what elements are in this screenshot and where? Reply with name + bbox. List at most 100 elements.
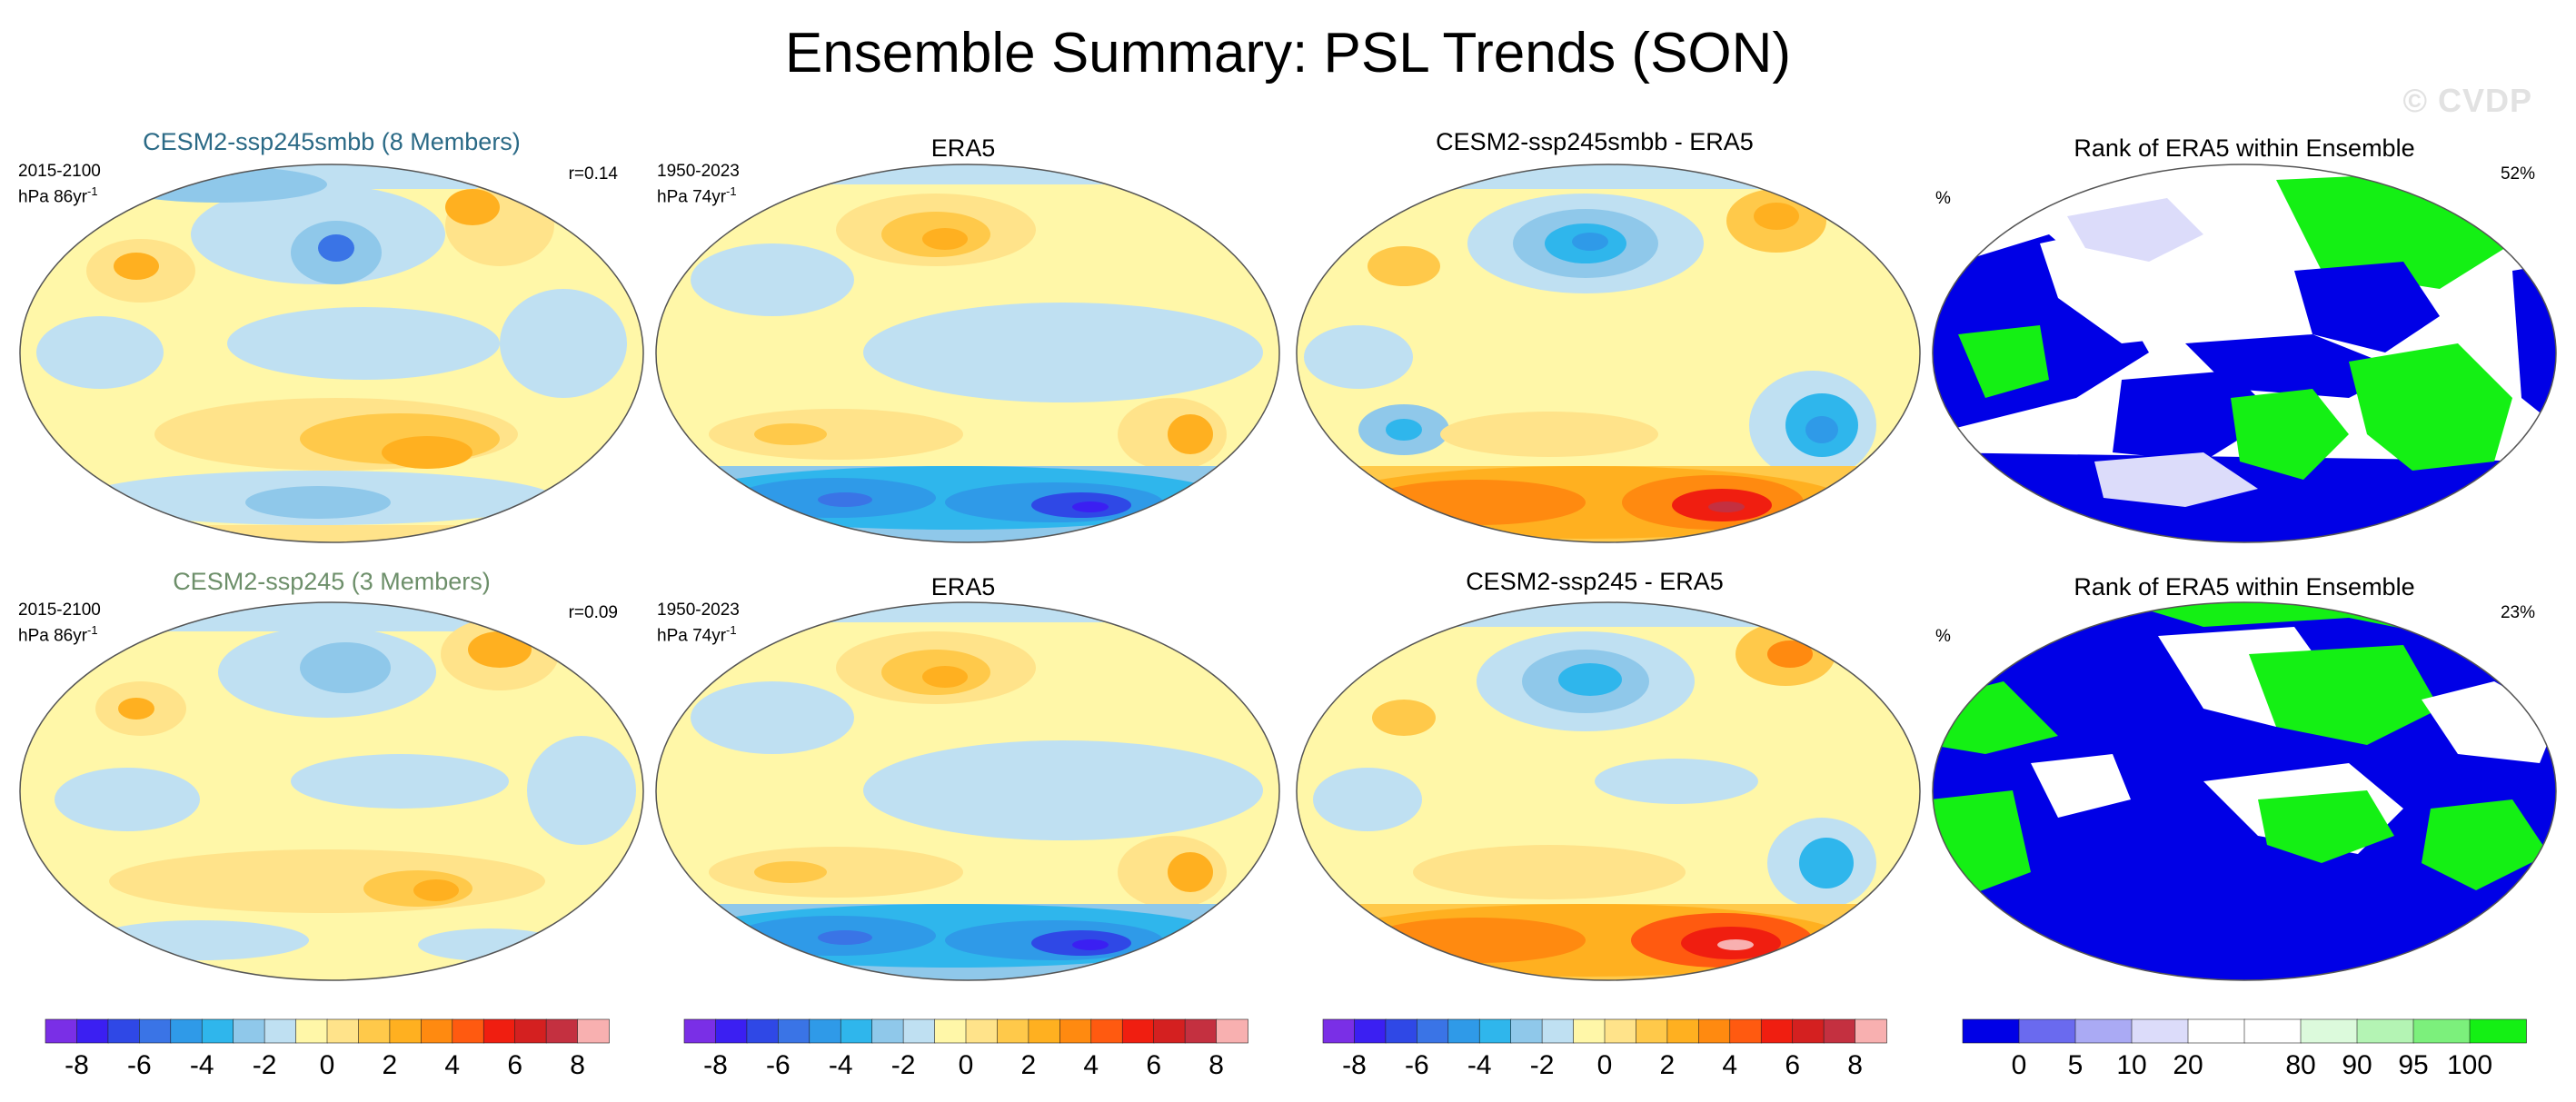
rank-swatch [2300, 1018, 2358, 1044]
trend-swatch [201, 1018, 234, 1044]
figure-title: Ensemble Summary: PSL Trends (SON) [784, 22, 1792, 84]
rank-swatch [2187, 1018, 2245, 1044]
trend-tick-label: -4 [1467, 1050, 1492, 1080]
trend-tick-label: -2 [253, 1050, 277, 1080]
colorbar-model-swatches [45, 1018, 610, 1044]
trend-swatch [1792, 1018, 1825, 1044]
trend-tick-label: -8 [1342, 1050, 1367, 1080]
row2-diff-title: CESM2-ssp245 - ERA5 [1466, 568, 1724, 595]
trend-tick-label: 6 [1146, 1050, 1161, 1080]
trend-tick-label: 4 [444, 1050, 460, 1080]
trend-swatch [170, 1018, 204, 1044]
trend-swatch [1636, 1018, 1668, 1044]
trend-tick-label: -2 [1530, 1050, 1555, 1080]
trend-tick-label: 2 [383, 1050, 398, 1080]
map-row1-model [19, 164, 644, 543]
trend-swatch [1153, 1018, 1186, 1044]
rank-swatch [2243, 1018, 2302, 1044]
rank-tick-label: 80 [2285, 1050, 2315, 1080]
trend-swatch [934, 1018, 967, 1044]
trend-tick-label: -2 [891, 1050, 916, 1080]
row2-rank-title: Rank of ERA5 within Ensemble [2074, 573, 2415, 601]
rank-tick-label: 20 [2173, 1050, 2203, 1080]
rank-swatch [2131, 1018, 2189, 1044]
trend-swatch [997, 1018, 1029, 1044]
trend-swatch [1855, 1018, 1887, 1044]
rank-swatch [1962, 1018, 2020, 1044]
trend-swatch [1729, 1018, 1763, 1044]
trend-swatch [545, 1018, 579, 1044]
row2-correlation: r=0.09 [568, 603, 618, 622]
map-row2-obs [655, 601, 1280, 981]
rank-swatch [2356, 1018, 2414, 1044]
trend-swatch [1090, 1018, 1124, 1044]
trend-swatch [421, 1018, 453, 1044]
row1-rank-units: % [1935, 189, 1951, 208]
trend-swatch [1510, 1018, 1543, 1044]
trend-swatch [902, 1018, 936, 1044]
trend-tick-label: 6 [1785, 1050, 1800, 1080]
row2-rank-units: % [1935, 627, 1951, 646]
trend-swatch [1121, 1018, 1155, 1044]
trend-tick-label: 2 [1021, 1050, 1037, 1080]
row1-correlation: r=0.14 [568, 164, 618, 184]
rank-tick-label: 0 [2012, 1050, 2027, 1080]
trend-swatch [746, 1018, 780, 1044]
row2-obs-title: ERA5 [930, 573, 996, 601]
rank-tick-label: 90 [2342, 1050, 2372, 1080]
rank-tick-label: 95 [2398, 1050, 2428, 1080]
trend-swatch [1184, 1018, 1218, 1044]
trend-swatch [1698, 1018, 1731, 1044]
trend-swatch [1028, 1018, 1061, 1044]
trend-swatch [840, 1018, 873, 1044]
trend-tick-label: 0 [959, 1050, 974, 1080]
map-row2-model [19, 601, 644, 981]
row2-model-title: CESM2-ssp245 (3 Members) [173, 568, 491, 595]
trend-swatch [1823, 1018, 1856, 1044]
colorbar-model-labels: -8 -6 -4 -2 0 2 4 6 8 [65, 1050, 585, 1080]
trend-swatch [295, 1018, 328, 1044]
trend-tick-label: 8 [570, 1050, 585, 1080]
row1-obs-units: hPa 74yr-1 [657, 184, 737, 207]
row2-obs-units: hPa 74yr-1 [657, 623, 737, 646]
trend-swatch [683, 1018, 717, 1044]
trend-swatch [577, 1018, 610, 1044]
row2-model-period: 2015-2100 [18, 601, 101, 620]
trend-tick-label: 6 [507, 1050, 522, 1080]
trend-swatch [452, 1018, 485, 1044]
trend-swatch [326, 1018, 360, 1044]
rank-tick-label: 100 [2447, 1050, 2492, 1080]
map-row2-rank [1932, 601, 2557, 981]
map-row1-diff [1296, 164, 1921, 543]
trend-swatch [1059, 1018, 1092, 1044]
trend-tick-label: 2 [1660, 1050, 1676, 1080]
colorbar-obs-swatches [683, 1018, 1248, 1044]
trend-swatch [233, 1018, 265, 1044]
colorbar-diff-labels: -8 -6 -4 -2 0 2 4 6 8 [1342, 1050, 1863, 1080]
row1-obs-title: ERA5 [930, 134, 996, 162]
trend-tick-label: 8 [1208, 1050, 1224, 1080]
trend-swatch [715, 1018, 748, 1044]
colorbar-rank-labels: 0 5 10 20 80 90 95 100 [2012, 1050, 2492, 1080]
rank-swatch [2074, 1018, 2133, 1044]
row1-diff-title: CESM2-ssp245smbb - ERA5 [1436, 128, 1754, 155]
trend-tick-label: -4 [829, 1050, 853, 1080]
cvdp-watermark: © CVDP [2402, 82, 2532, 119]
trend-swatch [514, 1018, 547, 1044]
trend-swatch [1216, 1018, 1248, 1044]
colorbar-obs: -8 -6 -4 -2 0 2 4 6 8 [683, 1018, 1248, 1080]
map-row1-obs [655, 164, 1280, 543]
row1-model-period: 2015-2100 [18, 162, 101, 181]
trend-swatch [1573, 1018, 1606, 1044]
trend-swatch [1322, 1018, 1356, 1044]
colorbar-diff-swatches [1322, 1018, 1887, 1044]
colorbar-obs-labels: -8 -6 -4 -2 0 2 4 6 8 [703, 1050, 1224, 1080]
trend-tick-label: -4 [190, 1050, 214, 1080]
row1-model-title: CESM2-ssp245smbb (8 Members) [143, 128, 521, 155]
rank-swatch [2469, 1018, 2527, 1044]
row1-rank-pct: 52% [2500, 164, 2535, 184]
trend-swatch [871, 1018, 904, 1044]
trend-swatch [45, 1018, 78, 1044]
trend-swatch [358, 1018, 391, 1044]
rank-swatch [2412, 1018, 2471, 1044]
